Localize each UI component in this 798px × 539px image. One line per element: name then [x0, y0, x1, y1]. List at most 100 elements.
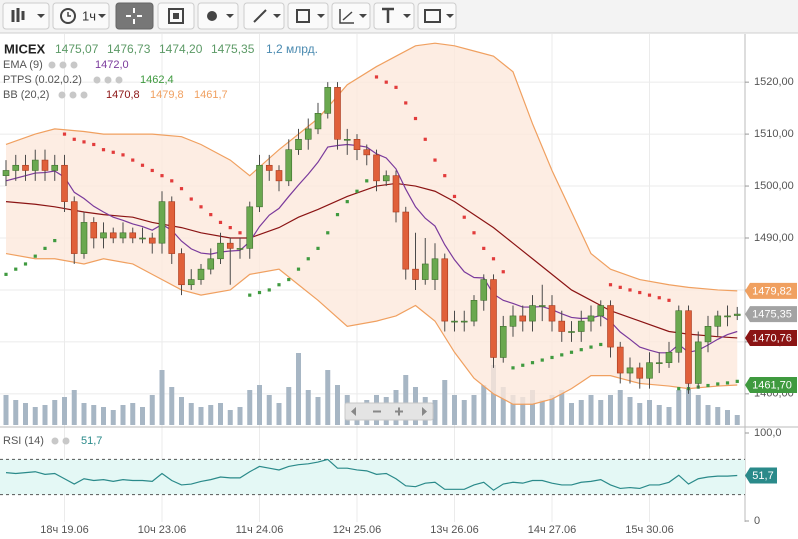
volume-bar — [637, 403, 643, 425]
psar-dot — [72, 137, 76, 141]
x-tick-label: 18ч 19.06 — [40, 524, 89, 536]
close-icon — [115, 76, 123, 84]
rsi-value-box — [745, 467, 777, 484]
bb-lower-label-text: 1461,70 — [752, 379, 792, 391]
candle-body — [431, 258, 439, 280]
crosshair-button[interactable] — [115, 2, 154, 30]
fib-icon — [339, 9, 354, 24]
psar-dot — [482, 246, 486, 250]
clock-icon — [60, 8, 76, 24]
candle-body — [451, 320, 458, 323]
psar-dot — [647, 293, 652, 297]
volume-bar — [120, 405, 126, 425]
candle-body — [51, 164, 59, 171]
volume-bar — [257, 385, 262, 425]
volume-bar — [734, 415, 740, 425]
candle-body — [558, 320, 566, 332]
candle-body — [675, 310, 683, 353]
candle-body — [295, 138, 302, 150]
candle-body — [256, 164, 263, 208]
ohlc-label: 1475,35 — [211, 42, 255, 56]
psar-dot — [511, 366, 515, 370]
indicators-button[interactable] — [197, 2, 239, 30]
psar-dot — [140, 163, 145, 167]
chart-type-button[interactable] — [2, 2, 50, 30]
candle-body — [168, 201, 176, 254]
volume-bar — [3, 395, 9, 425]
gear-icon — [59, 61, 67, 69]
psar-dot — [472, 231, 476, 235]
rsi-line — [5, 458, 738, 491]
x-tick-label: 10ч 23.06 — [138, 524, 187, 536]
candle-body — [480, 279, 488, 301]
bb-upper-label-text: 1479,82 — [752, 285, 792, 297]
candle-body — [236, 248, 244, 250]
psar-dot — [394, 85, 398, 89]
candle-body — [207, 258, 215, 270]
candle-body — [421, 263, 429, 280]
candle-body — [704, 326, 712, 343]
y-tick-label: 1500,00 — [754, 180, 794, 192]
psar-dot — [316, 246, 320, 250]
close-icon — [70, 61, 78, 69]
bb-upper-label-box — [745, 282, 797, 299]
candle-body — [597, 305, 605, 317]
candle-body — [460, 320, 468, 323]
psar-dot — [218, 220, 223, 225]
volume-bar — [656, 405, 662, 425]
candle-body — [616, 346, 624, 374]
shape-icon — [296, 9, 310, 23]
dropdown-icon — [98, 14, 106, 18]
clock-hands — [67, 12, 71, 17]
ohlc-label: 1476,73 — [107, 42, 151, 56]
candle-body — [314, 113, 322, 130]
volume-bar — [500, 387, 506, 425]
psar-dot — [160, 174, 164, 178]
candle-body — [577, 320, 585, 332]
candle-body — [275, 170, 283, 182]
psar-dot — [189, 197, 193, 201]
candle-body — [2, 170, 10, 176]
candle-body — [412, 268, 419, 280]
volume-bar — [666, 407, 672, 425]
dropdown-icon — [226, 14, 234, 18]
psar-dot — [589, 345, 593, 349]
x-tick-label: 13ч 26.06 — [430, 524, 479, 536]
candle-body — [499, 326, 507, 358]
volume-bar — [13, 400, 19, 425]
candle-body — [148, 237, 156, 244]
psar-dot — [384, 80, 388, 84]
psar-dot — [33, 254, 37, 258]
psar-dot — [267, 288, 271, 292]
candle-body — [519, 315, 527, 322]
volume-bar — [315, 397, 321, 425]
volume-bar — [520, 397, 526, 425]
legend-bb-value: 1461,7 — [194, 89, 228, 101]
y-tick-label: 1510,00 — [754, 128, 794, 140]
psar-dot — [677, 387, 681, 391]
candle-body — [490, 279, 497, 358]
volume-bar — [110, 410, 116, 425]
psar-dot — [306, 257, 310, 261]
candle-body — [100, 232, 107, 239]
candle-body — [587, 315, 595, 322]
volume-bar — [491, 365, 496, 425]
eye-icon — [48, 61, 56, 69]
dropdown-icon — [37, 14, 45, 18]
volume-bar — [403, 375, 409, 425]
psar-dot — [569, 350, 574, 354]
psar-dot — [287, 277, 291, 282]
psar-dot — [599, 342, 603, 347]
candle-body — [470, 300, 478, 322]
psar-dot — [579, 348, 583, 352]
candle-body — [363, 149, 371, 156]
volume-bar — [627, 397, 633, 425]
candle-body — [392, 175, 400, 213]
psar-dot — [257, 290, 262, 295]
volume-bar — [52, 400, 58, 425]
zoom-icon-inner — [173, 13, 179, 19]
candle-body — [119, 232, 127, 239]
volume-bar — [539, 400, 545, 425]
text-icon — [382, 7, 394, 23]
line-tool-button[interactable] — [243, 2, 285, 30]
